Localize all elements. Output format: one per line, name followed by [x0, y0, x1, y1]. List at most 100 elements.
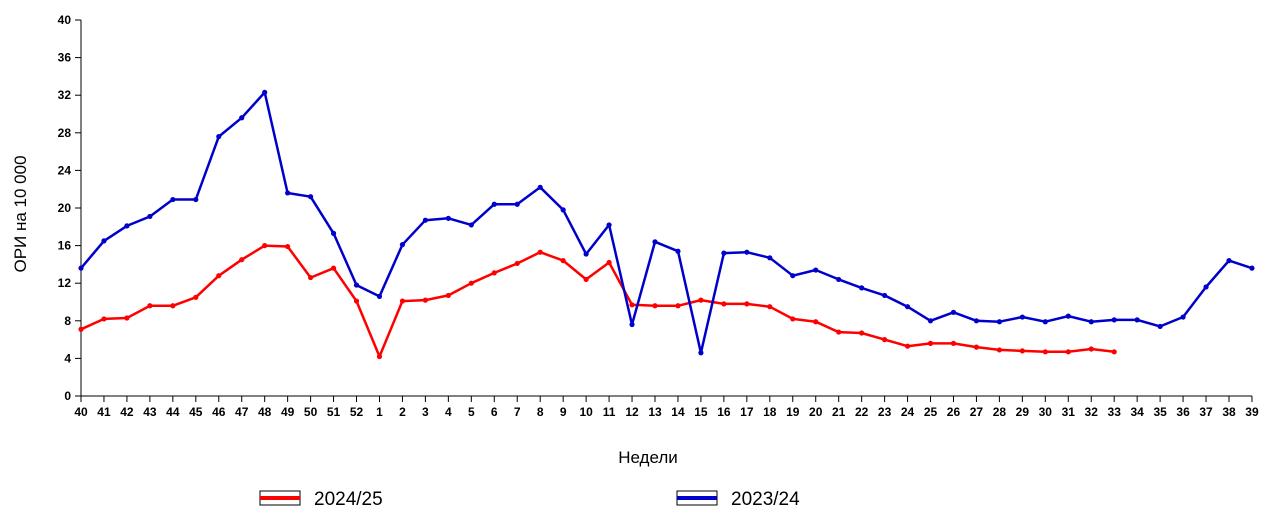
data-point [308, 194, 314, 200]
data-point [330, 265, 337, 271]
data-point [193, 196, 199, 203]
x-tick-label: 7 [514, 405, 521, 419]
x-tick-label: 43 [143, 405, 157, 419]
x-tick-label: 12 [625, 405, 639, 419]
x-tick-label: 13 [648, 405, 662, 419]
x-tick-label: 42 [120, 405, 134, 419]
data-point [262, 243, 268, 249]
data-point [1042, 319, 1048, 325]
legend-label-2023-24: 2023/24 [731, 489, 800, 510]
data-point [790, 273, 796, 279]
data-point [973, 344, 980, 350]
data-point [1019, 314, 1025, 320]
data-point [193, 294, 199, 300]
data-point [353, 298, 360, 304]
data-point [950, 309, 957, 315]
x-tick-label: 1 [376, 405, 383, 419]
data-point [78, 326, 84, 332]
x-tick-label: 26 [947, 405, 961, 419]
x-tick-label: 35 [1153, 405, 1167, 419]
data-point [560, 207, 566, 213]
data-point [629, 321, 635, 328]
data-point [308, 274, 314, 281]
data-point [652, 239, 658, 245]
series-line [80, 91, 1253, 355]
data-point [445, 215, 451, 221]
data-point [147, 213, 153, 220]
data-point [1226, 258, 1232, 264]
data-point [859, 330, 865, 336]
data-point [629, 302, 635, 308]
x-tick-label: 36 [1176, 405, 1190, 419]
data-point [744, 249, 750, 255]
data-point [468, 222, 474, 228]
x-tick-label: 15 [694, 405, 708, 419]
x-tick-label: 45 [189, 405, 203, 419]
data-point [285, 190, 291, 196]
data-point [1042, 349, 1048, 355]
x-tick-label: 49 [281, 405, 295, 419]
y-tick-label: 32 [58, 88, 72, 102]
data-point [721, 250, 727, 256]
data-point [330, 230, 337, 236]
data-point [170, 303, 176, 309]
data-point [422, 217, 428, 223]
data-point [767, 304, 773, 310]
x-tick-label: 33 [1108, 405, 1122, 419]
x-tick-label: 27 [970, 405, 984, 419]
data-point [606, 259, 612, 266]
data-point [491, 270, 497, 276]
data-point [996, 347, 1003, 353]
data-point [353, 282, 360, 288]
data-point [1203, 284, 1209, 290]
y-tick-label: 16 [58, 239, 72, 253]
x-tick-label: 28 [993, 405, 1007, 419]
x-tick-label: 30 [1039, 405, 1053, 419]
data-point [882, 292, 888, 299]
legend-label-2024-25: 2024/25 [314, 489, 383, 510]
y-tick-label: 12 [58, 276, 72, 290]
data-point [1088, 319, 1094, 325]
data-point [239, 115, 245, 121]
x-tick-label: 25 [924, 405, 938, 419]
data-point [698, 297, 704, 303]
x-tick-label: 52 [350, 405, 364, 419]
y-axis-title: ОРИ на 10 000 [11, 155, 30, 272]
series-line [80, 244, 1115, 358]
data-point [376, 353, 383, 360]
x-tick-label: 22 [855, 405, 869, 419]
x-tick-label: 31 [1062, 405, 1076, 419]
x-axis-title: Недели [618, 448, 678, 467]
data-point [744, 301, 750, 307]
x-tick-label: 29 [1016, 405, 1030, 419]
data-point [101, 316, 107, 322]
y-tick-label: 0 [64, 389, 71, 403]
x-tick-label: 21 [832, 405, 846, 419]
x-tick-label: 10 [579, 405, 593, 419]
data-point [285, 243, 291, 250]
data-point [675, 303, 681, 309]
series-layer [78, 89, 1255, 360]
data-point [537, 249, 543, 255]
y-tick-label: 40 [58, 13, 72, 27]
legend-swatch-line-2024-25 [260, 496, 300, 500]
data-point [996, 319, 1003, 325]
data-point [514, 201, 520, 207]
data-point [973, 318, 980, 324]
data-point [124, 315, 130, 321]
legend-item-2024-25: 2024/25 [259, 489, 383, 510]
series-2024-25 [78, 243, 1117, 360]
data-point [836, 276, 842, 283]
data-point [1157, 323, 1163, 330]
x-tick-label: 24 [901, 405, 915, 419]
data-point [675, 248, 681, 254]
x-tick-label: 4 [445, 405, 452, 419]
x-tick-label: 47 [235, 405, 249, 419]
x-tick-label: 50 [304, 405, 318, 419]
x-tick-label: 48 [258, 405, 272, 419]
data-point [1088, 346, 1094, 352]
data-point [468, 280, 474, 286]
data-point [836, 329, 842, 335]
data-point [698, 350, 704, 356]
data-point [583, 251, 589, 257]
